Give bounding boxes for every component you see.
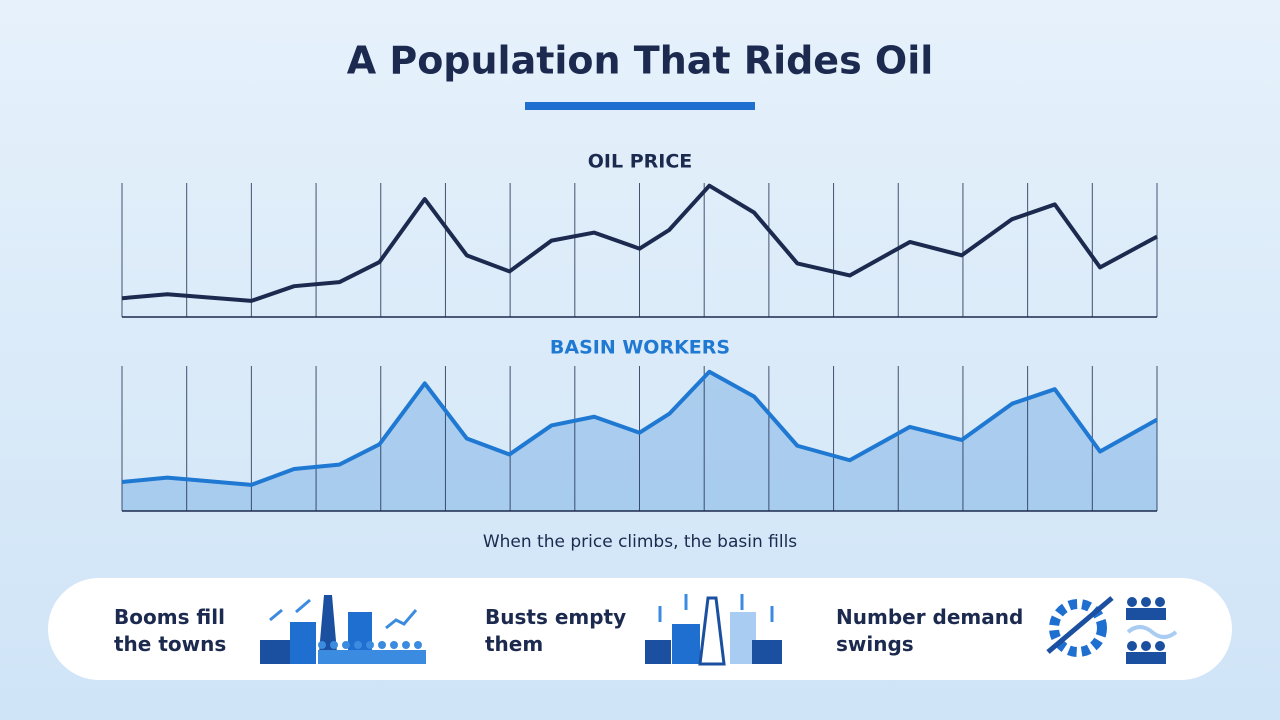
- boom-icon: [260, 595, 426, 664]
- card-label: Busts empty them: [485, 605, 627, 656]
- chart-title: OIL PRICE: [588, 151, 693, 173]
- title-underline: [525, 102, 755, 110]
- bust-icon: [645, 594, 782, 666]
- card-label: Booms fill the towns: [114, 605, 227, 656]
- caption: When the price climbs, the basin fills: [483, 532, 797, 552]
- line: [121, 183, 1158, 303]
- chart-title: BASIN WORKERS: [550, 337, 730, 359]
- demand-icon: [1046, 596, 1178, 664]
- page-title: A Population That Rides Oil: [347, 39, 934, 83]
- card-label: Number demand swings: [836, 605, 1024, 656]
- line: [121, 369, 1158, 487]
